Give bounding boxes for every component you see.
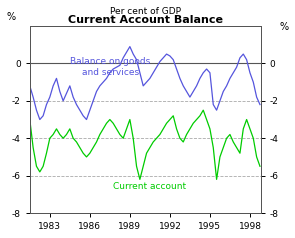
Y-axis label: %: % [7, 12, 16, 22]
Y-axis label: %: % [279, 22, 288, 32]
Title: Current Account Balance: Current Account Balance [68, 15, 223, 25]
Text: Balance on goods
and services: Balance on goods and services [71, 57, 151, 77]
Text: Per cent of GDP: Per cent of GDP [110, 7, 181, 16]
Text: Current account: Current account [113, 182, 186, 191]
